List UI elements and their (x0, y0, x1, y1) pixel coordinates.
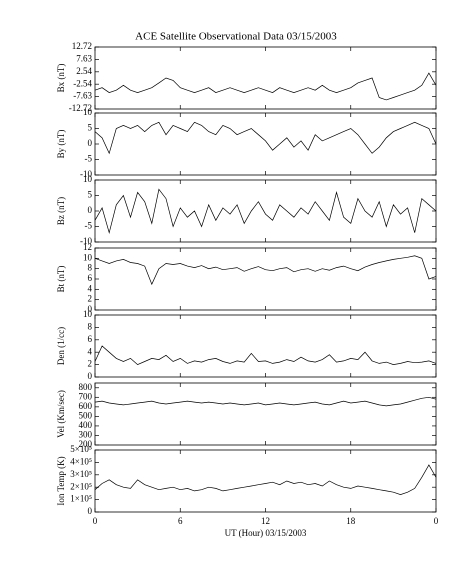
x-tick-label: 0 (434, 516, 439, 526)
y-tick-label: 5 (88, 190, 93, 200)
x-tick-label: 6 (178, 516, 183, 526)
y-tick-label: -7.63 (73, 91, 92, 101)
y-tick-label: 2 (88, 294, 93, 304)
y-tick-label: 10 (83, 174, 93, 184)
y-tick-label: 10 (83, 309, 93, 319)
y-tick-label: 600 (79, 401, 93, 411)
y-tick-label: 5 (88, 123, 93, 133)
y-tick-label: 2 (88, 359, 93, 369)
y-tick-label: -10 (80, 236, 92, 246)
y-tick-label: 300 (79, 430, 93, 440)
panel-frame (94, 382, 437, 446)
y-tick-label: 200 (79, 439, 93, 449)
y-tick-label: 12 (83, 242, 92, 252)
y-tick-label: 10 (83, 107, 93, 117)
y-tick-label: -12.72 (69, 103, 92, 113)
y-tick-label: 0 (88, 205, 93, 215)
y-tick-label: 0 (88, 371, 93, 381)
y-tick-label: 2×10⁵ (70, 481, 92, 491)
y-tick-label: -10 (80, 169, 92, 179)
panel-frame (94, 179, 437, 243)
x-axis-label: UT (Hour) 03/15/2003 (225, 528, 307, 538)
y-tick-label: 0 (88, 138, 93, 148)
y-tick-label: 500 (79, 410, 93, 420)
y-tick-label: 8 (88, 263, 93, 273)
y-tick-label: -2.54 (73, 78, 92, 88)
chart-title: ACE Satellite Observational Data 03/15/2… (135, 31, 337, 43)
panel-frame (94, 449, 437, 513)
y-tick-label: 6 (88, 334, 93, 344)
y-tick-label: -5 (85, 221, 93, 231)
x-tick-label: 0 (93, 516, 98, 526)
y-axis-label: Ion Temp (K) (56, 456, 66, 505)
panel-frame (94, 112, 437, 176)
y-tick-label: 12.72 (72, 41, 92, 51)
y-tick-label: 1×10⁵ (70, 494, 92, 504)
data-line (94, 121, 437, 155)
x-tick-label: 12 (261, 516, 270, 526)
y-tick-label: 0 (88, 506, 93, 516)
y-axis-label: By (nT) (56, 130, 66, 159)
y-tick-label: 8 (88, 321, 93, 331)
data-line (94, 255, 437, 286)
data-line (94, 345, 437, 366)
panel-frame (94, 314, 437, 378)
y-tick-label: 4 (88, 283, 93, 293)
y-tick-label: 4 (88, 346, 93, 356)
y-axis-label: Den (1/cc) (56, 327, 66, 365)
data-line (94, 72, 437, 101)
y-tick-label: 10 (83, 252, 93, 262)
y-tick-label: 800 (79, 382, 93, 392)
data-line (94, 188, 437, 235)
y-axis-label: Bx (nT) (56, 64, 66, 93)
data-line (94, 464, 437, 495)
y-tick-label: 6 (88, 273, 93, 283)
y-tick-label: -5 (85, 154, 93, 164)
y-tick-label: 5×10⁵ (70, 444, 92, 454)
panel-frame (94, 247, 437, 311)
y-tick-label: 700 (79, 391, 93, 401)
x-tick-label: 18 (346, 516, 356, 526)
data-line (94, 396, 437, 407)
y-tick-label: 2.54 (76, 66, 92, 76)
y-tick-label: 3×10⁵ (70, 469, 92, 479)
y-tick-label: 400 (79, 420, 93, 430)
y-tick-label: 0 (88, 304, 93, 314)
y-axis-label: Vel (Km/sec) (56, 390, 66, 438)
y-tick-label: 4×10⁵ (70, 456, 92, 466)
y-axis-label: Bz (nT) (56, 197, 66, 225)
y-axis-label: Bt (nT) (56, 266, 66, 293)
y-tick-label: 7.63 (76, 53, 92, 63)
